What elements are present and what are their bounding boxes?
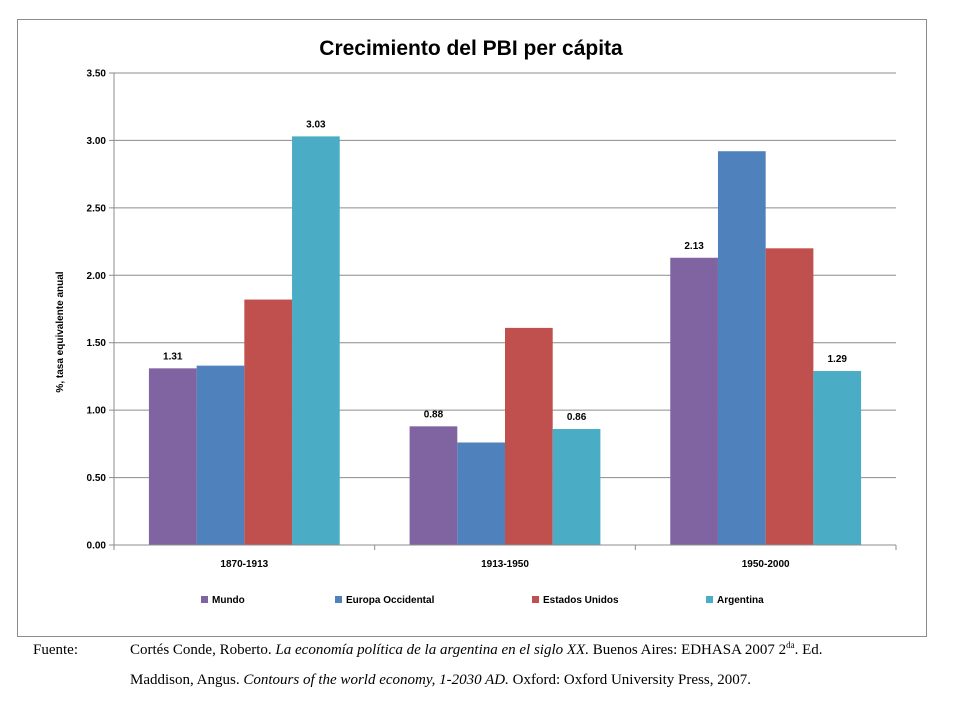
citation-2-publisher: Oxford: Oxford University Press, 2007. [512, 672, 751, 688]
citation-1-work: La economía política de la argentina en … [275, 642, 589, 658]
citation-1-author: Cortés Conde, Roberto. [130, 642, 272, 658]
source-row-2: Maddison, Angus. Contours of the world e… [33, 670, 933, 700]
x-axis-ticks: 1870-1913 1913-1950 1950-2000 [113, 545, 897, 570]
legend-label: Argentina [717, 595, 764, 606]
axes [113, 73, 896, 546]
bar-europa-occidental [196, 365, 245, 545]
chart-title: Crecimiento del PBI per cápita [319, 37, 623, 60]
citation-2-work: Contours of the world economy, 1-2030 AD… [243, 672, 509, 688]
y-axis-ticks: 0.00 0.50 1.00 1.50 2.00 2.50 3.00 3.50 [87, 69, 114, 552]
y-tick-label: 3.50 [87, 69, 107, 80]
bar-estados-unidos [244, 299, 293, 545]
y-tick-label: 2.50 [87, 203, 107, 214]
bar-argentina [813, 371, 862, 545]
citation-1-edition-sup: da [786, 640, 795, 650]
y-tick-label: 2.00 [87, 271, 107, 282]
data-label: 1.31 [163, 351, 183, 362]
source-row-1: Fuente: Cortés Conde, Roberto. La econom… [33, 640, 933, 670]
y-tick-label: 1.50 [87, 338, 107, 349]
bar-europa-occidental [457, 442, 505, 545]
data-label: 2.13 [684, 241, 704, 252]
chart-frame: Crecimiento del PBI per cápita 0.00 0.50 1… [17, 19, 927, 637]
source-citation-2: Maddison, Angus. Contours of the world e… [130, 670, 751, 690]
y-tick-label: 3.00 [87, 136, 107, 147]
bar-europa-occidental [717, 151, 766, 545]
data-label: 1.29 [827, 354, 847, 365]
bars [148, 136, 862, 546]
y-axis-label: %, tasa equivalente anual [55, 271, 66, 392]
data-label: 0.88 [424, 409, 444, 420]
legend-label: Estados Unidos [543, 595, 619, 606]
source-label: Fuente: [33, 642, 78, 658]
bar-argentina [552, 429, 601, 545]
legend-swatch [335, 596, 342, 603]
x-tick-label: 1913-1950 [481, 559, 529, 570]
bar-chart: Crecimiento del PBI per cápita 0.00 0.50 1… [55, 37, 897, 606]
bar-mundo [670, 257, 718, 545]
legend-swatch [201, 596, 208, 603]
bar-argentina [292, 136, 340, 545]
legend-label: Mundo [212, 595, 245, 606]
y-tick-label: 0.00 [87, 541, 107, 552]
data-label: 0.86 [567, 412, 587, 423]
source-citation-1: Cortés Conde, Roberto. La economía polít… [130, 640, 823, 660]
y-tick-label: 0.50 [87, 473, 107, 484]
x-tick-label: 1870-1913 [220, 559, 268, 570]
bar-mundo [148, 368, 197, 545]
y-tick-label: 1.00 [87, 406, 107, 417]
citation-2-author: Maddison, Angus. [130, 672, 240, 688]
data-label: 3.03 [306, 119, 326, 130]
source-note: Fuente: Cortés Conde, Roberto. La econom… [33, 640, 933, 700]
legend-swatch [532, 596, 539, 603]
legend-swatch [706, 596, 713, 603]
data-labels: 1.31 3.03 0.88 0.86 2.13 1.29 [163, 119, 847, 423]
citation-1-edition-tail: . Ed. [794, 642, 823, 658]
legend-label: Europa Occidental [346, 595, 435, 606]
bar-mundo [409, 426, 458, 545]
bar-estados-unidos [765, 248, 814, 546]
legend: Mundo Europa Occidental Estados Unidos Arge… [201, 595, 764, 606]
bar-estados-unidos [505, 327, 553, 545]
citation-1-publisher: Buenos Aires: EDHASA 2007 2 [592, 642, 787, 658]
x-tick-label: 1950-2000 [742, 559, 790, 570]
